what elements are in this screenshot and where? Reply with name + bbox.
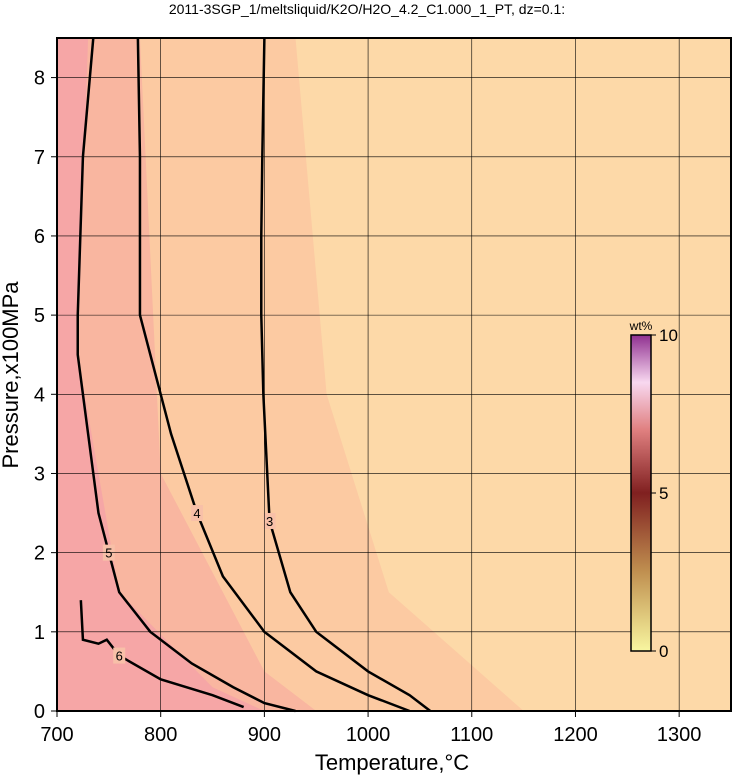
contour-label: 6 xyxy=(116,649,123,664)
colorbar xyxy=(630,334,652,652)
contour-label: 5 xyxy=(105,546,112,561)
x-axis-label: Temperature,°C xyxy=(315,750,469,775)
y-tick-label: 1 xyxy=(34,622,45,644)
field-region xyxy=(57,38,265,711)
x-tick-label: 800 xyxy=(144,724,177,746)
x-tick-label: 1300 xyxy=(657,724,702,746)
field-region xyxy=(57,38,317,711)
contour-label: 3 xyxy=(266,514,273,529)
colorbar-tick-label: 10 xyxy=(659,326,678,345)
contour-label-bg xyxy=(113,647,126,664)
colorbar-tick-label: 5 xyxy=(659,484,668,503)
x-tick-label: 700 xyxy=(40,724,73,746)
contour-line xyxy=(79,600,245,709)
y-tick-label: 4 xyxy=(34,384,45,406)
contour-label: 4 xyxy=(193,506,200,521)
y-tick-label: 3 xyxy=(34,463,45,485)
contour-label-bg xyxy=(190,505,203,522)
chart-title: 2011-3SGP_1/meltsliquid/K2O/H2O_4.2_C1.0… xyxy=(169,1,565,17)
y-tick-label: 7 xyxy=(34,147,45,169)
y-tick-label: 2 xyxy=(34,543,45,565)
x-tick-label: 1100 xyxy=(450,724,493,746)
y-axis-label: Pressure,x100MPa xyxy=(0,281,23,469)
plot-frame xyxy=(56,37,732,712)
y-tick-label: 8 xyxy=(34,68,45,90)
x-tick-label: 1000 xyxy=(346,724,391,746)
colorbar-label: wt% xyxy=(629,319,653,333)
y-tick-label: 0 xyxy=(34,701,45,723)
contour-label-bg xyxy=(263,512,276,529)
y-tick-label: 6 xyxy=(34,226,45,248)
colorbar-tick-label: 0 xyxy=(659,642,668,661)
y-tick-label: 5 xyxy=(34,305,45,327)
x-tick-label: 900 xyxy=(248,724,281,746)
x-tick-label: 1200 xyxy=(553,724,598,746)
